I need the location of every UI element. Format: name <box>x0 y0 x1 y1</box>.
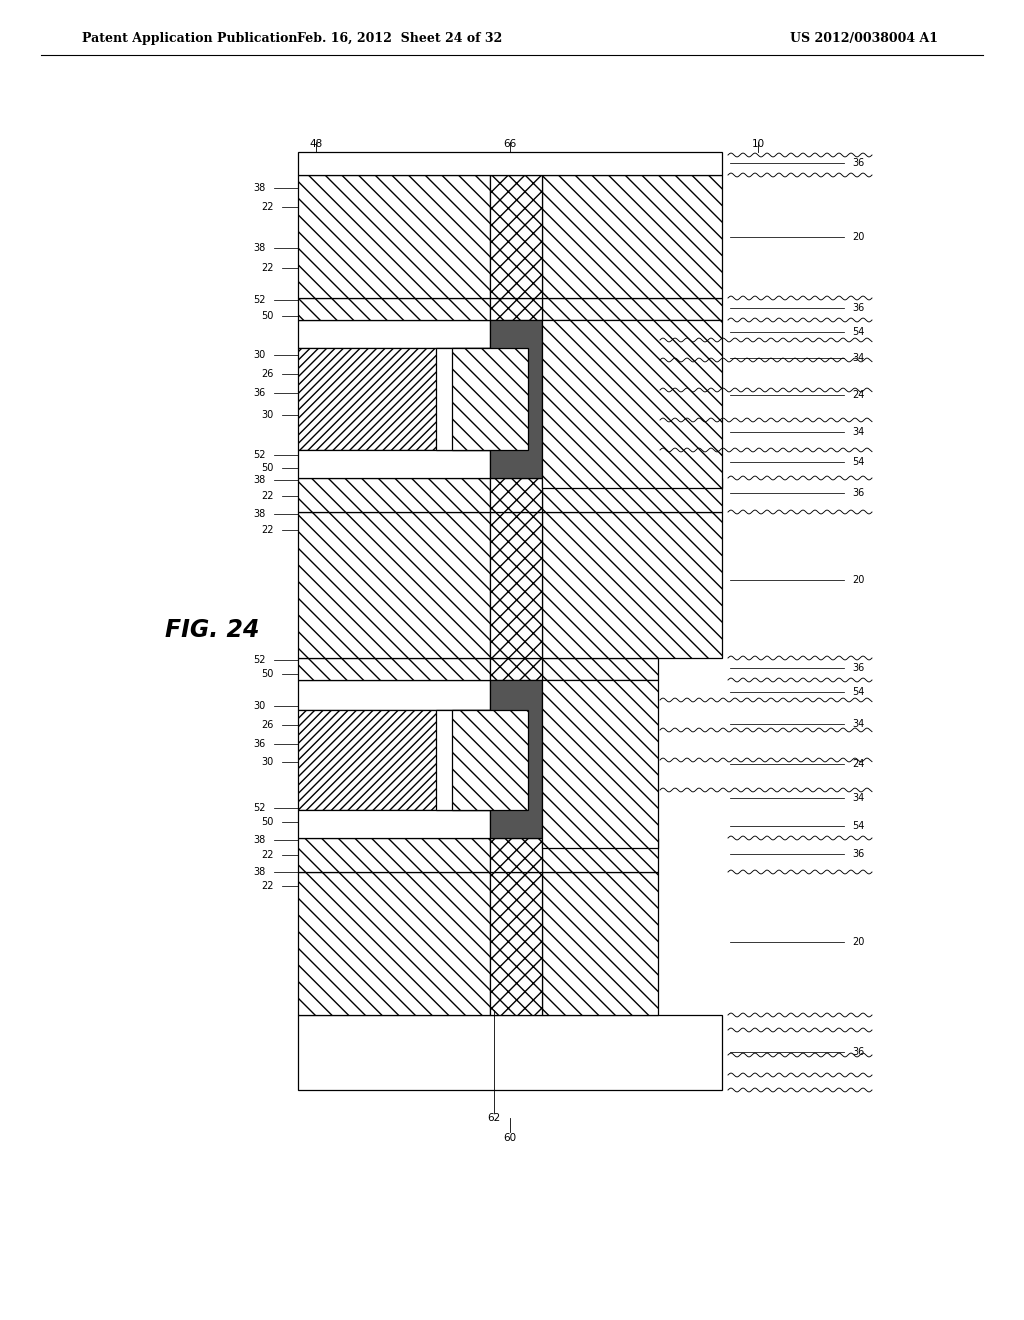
Text: FIG. 24: FIG. 24 <box>165 618 259 642</box>
Text: 36: 36 <box>852 849 864 859</box>
Text: 34: 34 <box>852 719 864 729</box>
Bar <box>298 710 490 810</box>
Text: 36: 36 <box>852 663 864 673</box>
Bar <box>490 657 542 680</box>
Bar <box>490 838 542 873</box>
Text: 36: 36 <box>254 739 266 748</box>
Text: 60: 60 <box>504 1133 516 1143</box>
Text: 20: 20 <box>852 576 864 585</box>
Text: 24: 24 <box>852 759 864 770</box>
Text: 22: 22 <box>261 263 274 273</box>
Bar <box>490 176 542 298</box>
Bar <box>542 680 658 847</box>
Text: 24: 24 <box>852 389 864 400</box>
Bar <box>298 298 490 319</box>
Bar <box>542 657 658 680</box>
Bar <box>452 710 528 810</box>
Text: 30: 30 <box>262 756 274 767</box>
Bar <box>490 680 542 838</box>
Text: 38: 38 <box>254 836 266 845</box>
Text: 52: 52 <box>254 655 266 665</box>
Text: 52: 52 <box>254 450 266 459</box>
Text: 38: 38 <box>254 475 266 484</box>
Bar <box>298 680 490 710</box>
Bar <box>436 710 544 810</box>
Bar <box>298 478 490 512</box>
Bar <box>542 298 722 319</box>
Text: 36: 36 <box>852 158 864 168</box>
Text: 30: 30 <box>262 411 274 420</box>
Bar <box>490 873 542 1015</box>
Bar <box>542 873 658 1015</box>
Text: 20: 20 <box>852 937 864 946</box>
Bar <box>542 176 722 298</box>
Text: 22: 22 <box>261 491 274 502</box>
Text: 34: 34 <box>852 793 864 803</box>
Text: Patent Application Publication: Patent Application Publication <box>82 32 298 45</box>
Bar <box>452 348 528 450</box>
Text: 38: 38 <box>254 867 266 876</box>
Text: 38: 38 <box>254 183 266 193</box>
Bar <box>436 348 544 450</box>
Text: 50: 50 <box>261 463 274 473</box>
Text: 36: 36 <box>254 388 266 399</box>
Bar <box>298 873 490 1015</box>
Text: 50: 50 <box>261 669 274 678</box>
Bar <box>298 810 490 838</box>
Text: 62: 62 <box>487 1113 501 1123</box>
Text: 26: 26 <box>261 370 274 379</box>
Bar <box>298 657 490 680</box>
Text: 38: 38 <box>254 243 266 253</box>
Bar <box>490 319 542 478</box>
Text: 26: 26 <box>261 719 274 730</box>
Bar <box>298 152 722 176</box>
Text: 30: 30 <box>254 701 266 711</box>
Text: 30: 30 <box>254 350 266 360</box>
Text: 36: 36 <box>852 1047 864 1057</box>
Text: 22: 22 <box>261 202 274 213</box>
Text: 52: 52 <box>254 294 266 305</box>
Text: 22: 22 <box>261 850 274 861</box>
Bar <box>298 176 490 298</box>
Bar <box>298 450 490 478</box>
Bar <box>298 1015 722 1090</box>
Bar <box>542 319 722 488</box>
Bar <box>298 348 490 450</box>
Bar <box>298 512 490 657</box>
Bar <box>490 478 542 512</box>
Bar <box>542 512 722 657</box>
Text: 50: 50 <box>261 817 274 828</box>
Text: 22: 22 <box>261 880 274 891</box>
Bar <box>490 298 542 319</box>
Text: US 2012/0038004 A1: US 2012/0038004 A1 <box>790 32 938 45</box>
Text: 10: 10 <box>752 139 765 149</box>
Text: 20: 20 <box>852 232 864 242</box>
Text: 54: 54 <box>852 457 864 467</box>
Text: 66: 66 <box>504 139 517 149</box>
Text: 34: 34 <box>852 426 864 437</box>
Bar <box>542 838 658 873</box>
Text: 48: 48 <box>309 139 323 149</box>
Text: 52: 52 <box>254 803 266 813</box>
Text: 36: 36 <box>852 304 864 313</box>
Bar <box>490 512 542 657</box>
Bar <box>298 319 490 348</box>
Text: 36: 36 <box>852 488 864 498</box>
Text: 38: 38 <box>254 510 266 519</box>
Text: 54: 54 <box>852 686 864 697</box>
Text: 34: 34 <box>852 352 864 363</box>
Text: 54: 54 <box>852 327 864 337</box>
Bar <box>542 478 722 512</box>
Bar <box>298 838 490 873</box>
Text: 54: 54 <box>852 821 864 832</box>
Text: 50: 50 <box>261 312 274 321</box>
Text: 22: 22 <box>261 525 274 535</box>
Text: Feb. 16, 2012  Sheet 24 of 32: Feb. 16, 2012 Sheet 24 of 32 <box>297 32 503 45</box>
